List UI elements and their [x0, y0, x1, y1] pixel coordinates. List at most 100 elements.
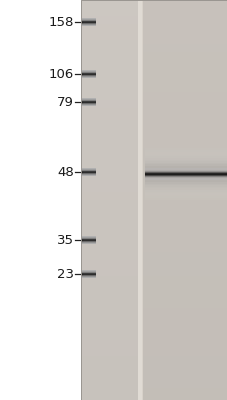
Bar [81, 204, 137, 208]
Bar [81, 280, 137, 284]
Bar [142, 168, 227, 172]
Bar [142, 212, 227, 216]
Bar [142, 352, 227, 356]
Bar [81, 116, 137, 120]
Bar [142, 196, 227, 200]
Bar [81, 12, 137, 16]
Bar [142, 204, 227, 208]
Bar [142, 104, 227, 108]
Text: 23: 23 [57, 268, 74, 280]
Bar [142, 240, 227, 244]
Bar [81, 308, 137, 312]
Bar [81, 44, 137, 48]
Bar [142, 40, 227, 44]
Bar [81, 132, 137, 136]
Bar [81, 84, 137, 88]
Bar [142, 132, 227, 136]
Bar [142, 360, 227, 364]
Bar [142, 28, 227, 32]
Bar [142, 0, 227, 4]
Bar [142, 96, 227, 100]
Bar [142, 36, 227, 40]
Bar [81, 324, 137, 328]
Bar [81, 188, 137, 192]
Bar [142, 164, 227, 168]
Bar [142, 24, 227, 28]
Bar [144, 158, 226, 160]
Bar [81, 264, 137, 268]
Text: 106: 106 [49, 68, 74, 80]
Bar [81, 68, 137, 72]
Bar [142, 88, 227, 92]
Bar [81, 228, 137, 232]
Bar [142, 8, 227, 12]
Bar [81, 88, 137, 92]
Bar [81, 52, 137, 56]
Bar [81, 368, 137, 372]
Bar [81, 220, 137, 224]
Bar [81, 340, 137, 344]
Bar [142, 324, 227, 328]
Bar [81, 96, 137, 100]
Bar [144, 160, 226, 161]
Bar [142, 116, 227, 120]
Bar [81, 128, 137, 132]
Bar [142, 92, 227, 96]
Bar [142, 348, 227, 352]
Bar [81, 36, 137, 40]
Bar [142, 128, 227, 132]
Bar [81, 248, 137, 252]
Bar [144, 185, 226, 187]
Bar [144, 155, 226, 156]
Bar [142, 344, 227, 348]
Bar [81, 104, 137, 108]
Bar [142, 380, 227, 384]
Bar [142, 76, 227, 80]
Bar [81, 4, 137, 8]
Bar [144, 182, 226, 184]
Bar [144, 164, 226, 166]
Bar [144, 188, 226, 190]
Bar [142, 188, 227, 192]
Bar [142, 332, 227, 336]
Bar [142, 396, 227, 400]
Bar [142, 224, 227, 228]
Bar [81, 240, 137, 244]
Bar [142, 260, 227, 264]
Bar [81, 216, 137, 220]
Bar [81, 288, 137, 292]
Bar [142, 308, 227, 312]
Bar [142, 276, 227, 280]
Bar [137, 0, 142, 400]
Bar [142, 368, 227, 372]
Bar [142, 136, 227, 140]
Bar [81, 144, 137, 148]
Bar [144, 195, 226, 196]
Text: 35: 35 [57, 234, 74, 246]
Bar [142, 64, 227, 68]
Bar [81, 56, 137, 60]
Bar [81, 388, 137, 392]
Bar [81, 320, 137, 324]
Bar [81, 376, 137, 380]
Bar [81, 148, 137, 152]
Bar [81, 112, 137, 116]
Bar [142, 288, 227, 292]
Bar [142, 316, 227, 320]
Bar [81, 232, 137, 236]
Bar [81, 256, 137, 260]
Bar [142, 172, 227, 176]
Bar [0, 0, 81, 400]
Bar [81, 196, 137, 200]
Bar [81, 392, 137, 396]
Bar [81, 336, 137, 340]
Bar [142, 44, 227, 48]
Bar [81, 276, 137, 280]
Bar [144, 156, 226, 158]
Bar [142, 392, 227, 396]
Bar [81, 208, 137, 212]
Bar [81, 80, 137, 84]
Bar [81, 24, 137, 28]
Bar [142, 192, 227, 196]
Bar [142, 16, 227, 20]
